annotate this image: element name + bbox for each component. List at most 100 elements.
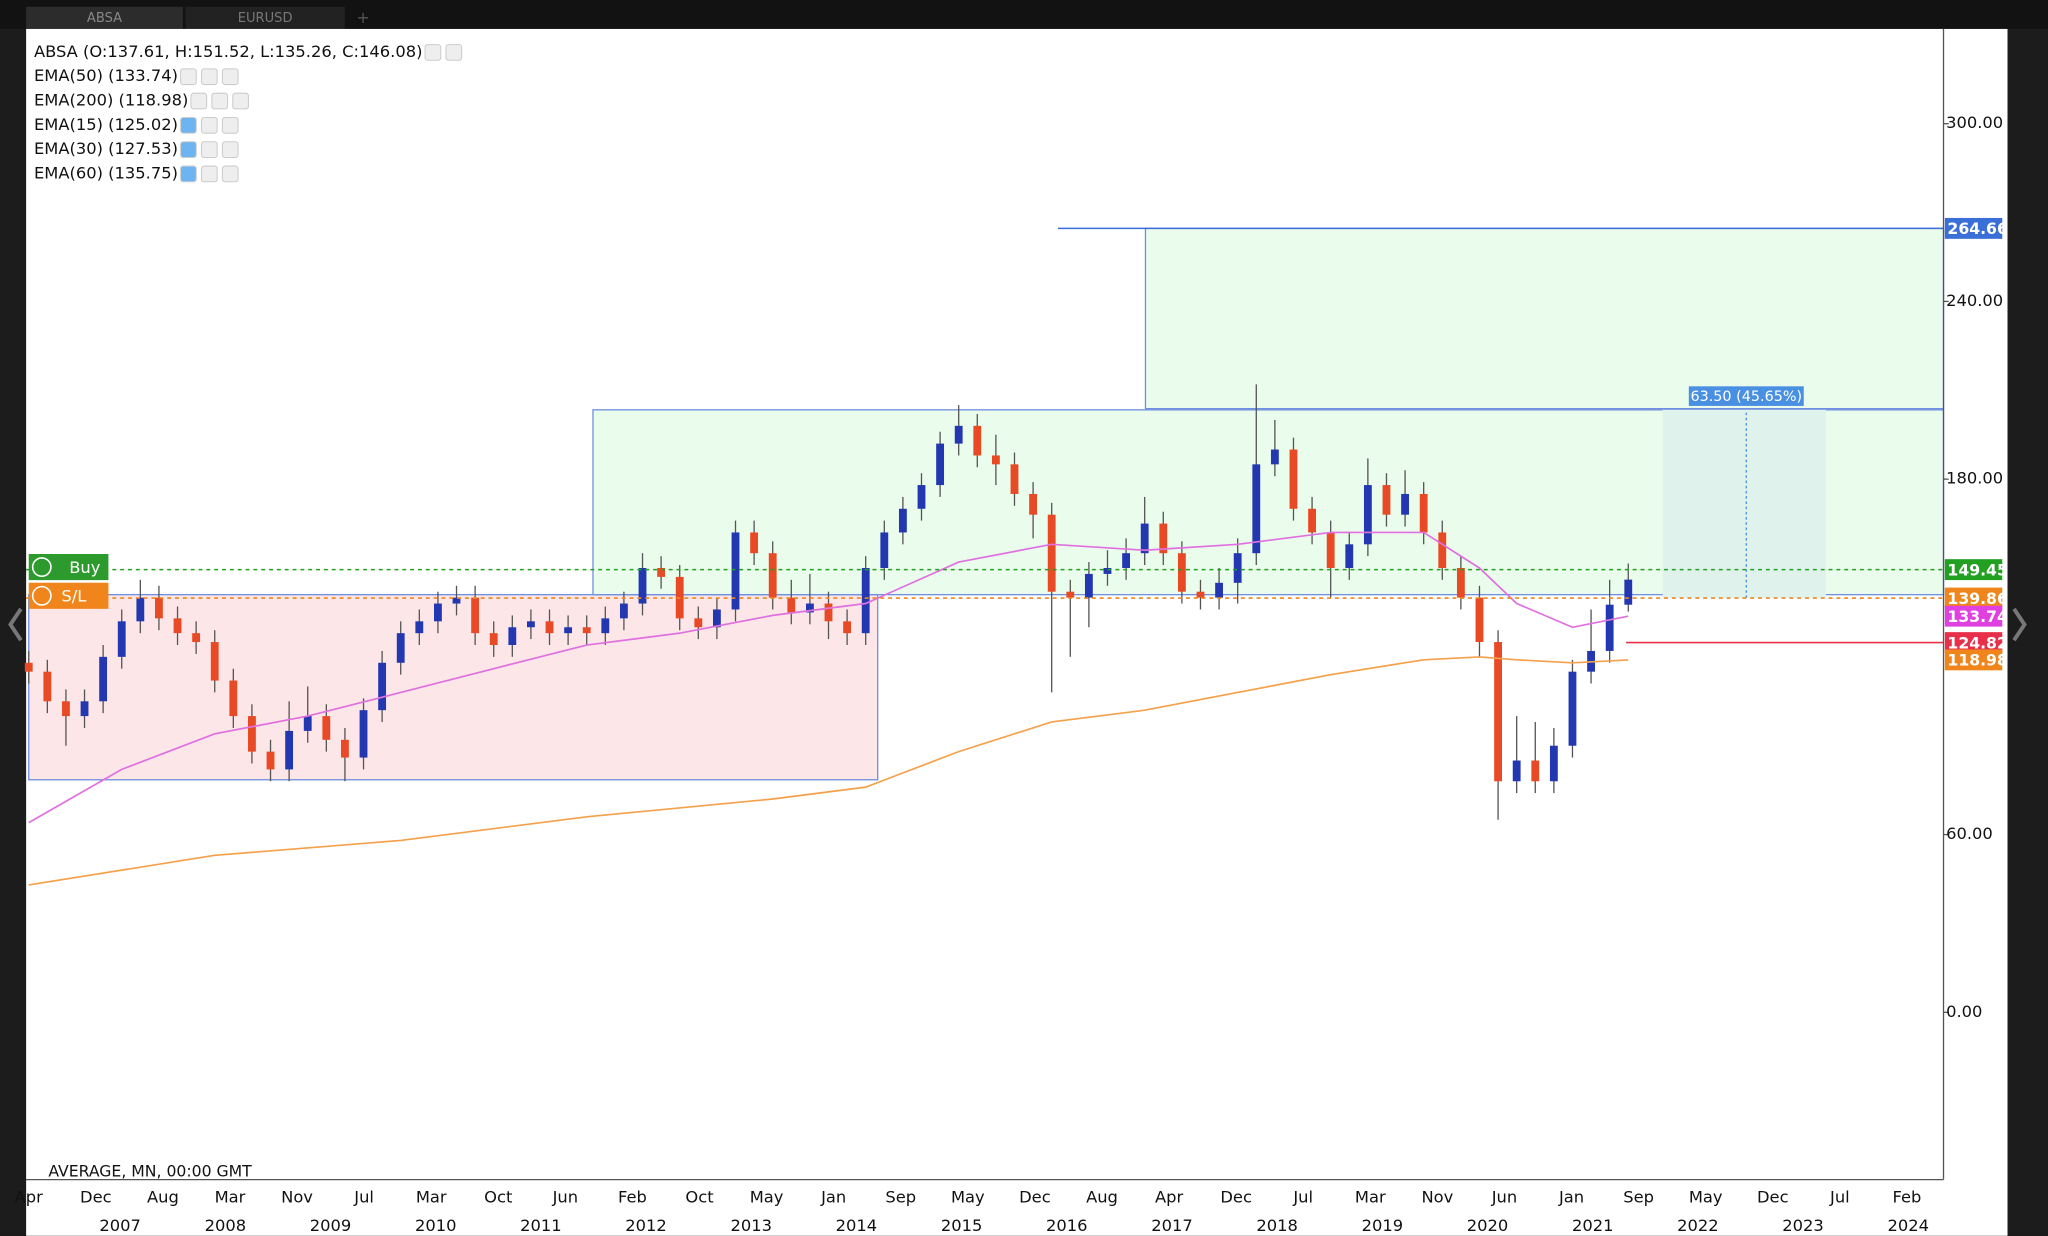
candle-body: [973, 425, 982, 456]
candle-body: [1010, 464, 1019, 494]
close-icon[interactable]: [31, 585, 52, 606]
legend-icon[interactable]: [221, 165, 239, 183]
candle-body: [1438, 532, 1447, 569]
year-label: 2023: [1782, 1216, 1824, 1235]
candle-body: [1382, 485, 1391, 515]
tab-label: EURUSD: [238, 11, 293, 26]
x-tick-label: Jan: [1558, 1187, 1584, 1206]
legend-icon[interactable]: [200, 141, 218, 158]
x-tick-label: Jun: [1491, 1187, 1518, 1206]
legend-icon[interactable]: [221, 116, 239, 134]
x-tick-label: Dec: [1757, 1187, 1789, 1206]
level-label: 133.74: [1947, 607, 2008, 626]
candle-body: [80, 701, 89, 717]
level-label-bg: [1944, 587, 2003, 609]
close-icon[interactable]: [31, 557, 52, 577]
measure-label: 63.50 (45.65%): [1690, 389, 1802, 405]
y-tick-label: 300.00: [1946, 113, 2003, 132]
candle-body: [489, 633, 498, 646]
x-tick-label: Mar: [215, 1187, 246, 1206]
tab[interactable]: [185, 6, 345, 29]
candle-body: [24, 662, 33, 672]
legend-entry: EMA(30) (127.53): [34, 139, 178, 158]
legend-entry: EMA(50) (133.74): [34, 66, 178, 85]
add-tab[interactable]: +: [357, 8, 370, 27]
candle-body: [1029, 493, 1038, 515]
legend-icon[interactable]: [211, 92, 229, 110]
scroll-left[interactable]: [8, 607, 23, 642]
year-label: 2016: [1046, 1216, 1088, 1235]
y-tick-label: 60.00: [1946, 824, 1993, 843]
candle-body: [1140, 523, 1149, 554]
candle-body: [657, 568, 666, 577]
level-label: 264.66: [1947, 219, 2008, 238]
candle-body: [564, 627, 573, 634]
candle-body: [1289, 449, 1298, 509]
level-label-bg: [1944, 649, 2003, 671]
legend-icon[interactable]: [180, 141, 197, 158]
candle-body: [861, 568, 870, 634]
year-label: 2020: [1467, 1216, 1509, 1235]
candle-body: [1122, 553, 1131, 569]
year-label: 2015: [941, 1216, 983, 1235]
legend-icon[interactable]: [200, 116, 218, 134]
year-label: 2024: [1887, 1216, 1929, 1235]
x-tick-label: Sep: [1623, 1187, 1654, 1206]
candle-body: [229, 680, 238, 717]
legend-icon[interactable]: [200, 68, 218, 86]
legend-icon[interactable]: [200, 165, 218, 183]
candle-body: [508, 627, 517, 646]
candle-body: [471, 597, 480, 634]
legend-icon[interactable]: [424, 44, 442, 61]
year-label: 2022: [1677, 1216, 1719, 1235]
x-tick-label: Mar: [1355, 1187, 1386, 1206]
candle-body: [378, 662, 387, 711]
legend-icon[interactable]: [190, 92, 208, 110]
candle-body: [1419, 493, 1428, 533]
legend-icon[interactable]: [180, 116, 197, 134]
legend-icon[interactable]: [180, 68, 197, 86]
candle-body: [1252, 464, 1261, 554]
x-tick-label: Oct: [484, 1187, 512, 1206]
level-label-bg: [1944, 559, 2003, 581]
candle-body: [1456, 568, 1465, 598]
x-tick-label: Jul: [1292, 1187, 1313, 1206]
candle-body: [136, 597, 145, 622]
legend-icon[interactable]: [232, 92, 249, 110]
year-label: 2007: [99, 1216, 141, 1235]
year-label: 2008: [205, 1216, 247, 1235]
candle-body: [1103, 568, 1112, 574]
candle-body: [880, 532, 889, 569]
level-label: 149.45: [1947, 560, 2007, 579]
candle-body: [117, 621, 126, 657]
legend-icon[interactable]: [221, 68, 239, 86]
legend-icon[interactable]: [445, 44, 463, 61]
legend-icon[interactable]: [180, 165, 197, 183]
candle-body: [824, 603, 833, 622]
x-tick-label: Feb: [618, 1187, 647, 1206]
candle-body: [1047, 514, 1056, 592]
candle-body: [936, 443, 945, 486]
year-label: 2013: [730, 1216, 772, 1235]
candle-body: [694, 618, 703, 628]
tab[interactable]: [26, 6, 183, 29]
candle-body: [266, 751, 275, 770]
candle-body: [322, 716, 331, 740]
legend-icon[interactable]: [221, 141, 239, 158]
candle-body: [1512, 760, 1521, 782]
scroll-right[interactable]: [2012, 607, 2027, 642]
legend-entry: EMA(60) (135.75): [34, 163, 178, 182]
candle-body: [1494, 642, 1502, 782]
candle-body: [210, 642, 219, 681]
year-label: 2012: [625, 1216, 667, 1235]
candle-body: [155, 597, 163, 619]
candle-body: [1624, 579, 1633, 605]
candle-body: [1308, 508, 1316, 533]
buy-label: Buy: [69, 558, 101, 577]
candle-body: [1475, 597, 1484, 643]
candle-body: [1549, 745, 1558, 782]
candle-body: [1531, 760, 1540, 782]
legend-entry: EMA(200) (118.98): [34, 91, 188, 110]
x-tick-label: May: [750, 1187, 784, 1206]
